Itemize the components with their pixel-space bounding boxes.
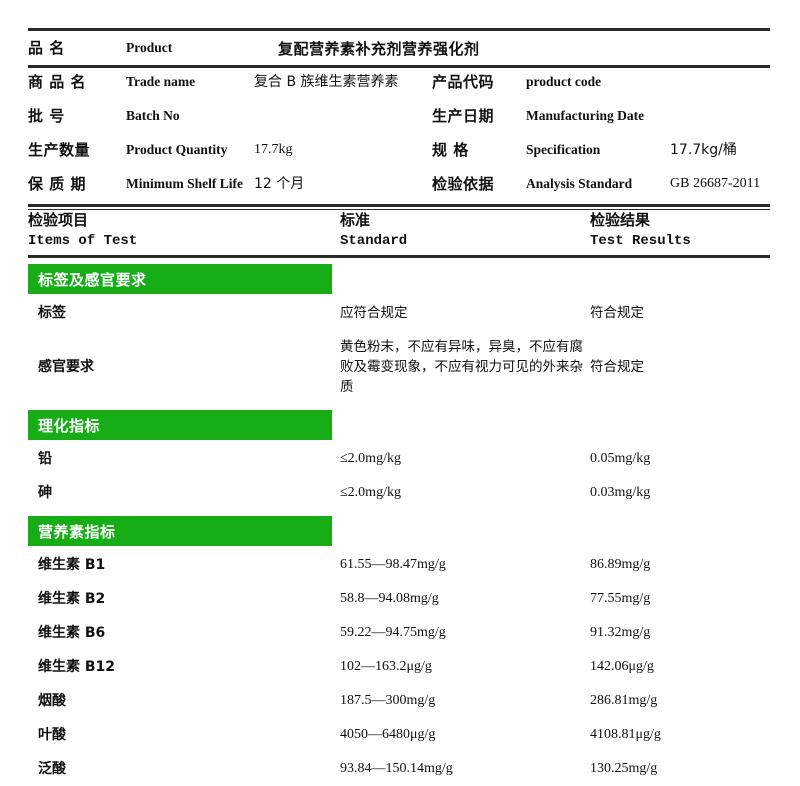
results-header-rule: [28, 255, 770, 258]
row-result: 286.81mg/g: [590, 693, 658, 708]
row-item-label: 维生素 B2: [38, 591, 106, 607]
table-row: 铅 ≤2.0mg/kg 0.05mg/kg: [28, 442, 770, 476]
row-result: 77.55mg/g: [590, 591, 651, 606]
section-title: 营养素指标: [38, 522, 116, 541]
batch-label-en: Batch No: [126, 108, 180, 123]
trade-name-label-cn: 商 品 名: [28, 73, 86, 91]
spec-value: 17.7kg/桶: [670, 142, 737, 158]
row-standard: 102—163.2μg/g: [340, 659, 432, 674]
row-standard: ≤2.0mg/kg: [340, 485, 401, 500]
info-bottom-rule: [28, 204, 770, 210]
row-item-label: 标签: [38, 305, 66, 321]
header-items-cn: 检验项目: [28, 211, 89, 229]
analysis-standard-value: GB 26687-2011: [670, 176, 761, 191]
product-info-block: 品 名 Product 复配营养素补充剂营养强化剂 商 品 名 Trade na…: [28, 28, 770, 210]
results-header-row: 检验项目 Items of Test 标准 Standard 检验结果 Test…: [28, 210, 770, 255]
row-result: 86.89mg/g: [590, 557, 651, 572]
product-label-cn: 品 名: [28, 39, 65, 57]
header-results-cn: 检验结果: [590, 211, 651, 229]
row-item-label: 砷: [38, 485, 52, 501]
table-row: 泛酸 93.84—150.14mg/g 130.25mg/g: [28, 752, 770, 786]
header-test-results: 检验结果 Test Results: [590, 210, 770, 251]
product-label-en: Product: [126, 40, 173, 55]
spec-label-en: Specification: [526, 142, 601, 157]
row-result: 符合规定: [590, 305, 644, 321]
row-result: 130.25mg/g: [590, 761, 658, 776]
row-standard: 58.8—94.08mg/g: [340, 591, 439, 606]
header-standard-cn: 标准: [340, 211, 371, 229]
info-row-batch: 批 号 Batch No 生产日期 Manufacturing Date: [28, 102, 770, 136]
product-code-label-en: product code: [526, 74, 602, 89]
document-title: 复配营养素补充剂营养强化剂: [278, 39, 480, 58]
row-standard: ≤2.0mg/kg: [340, 451, 401, 466]
test-results-table: 检验项目 Items of Test 标准 Standard 检验结果 Test…: [28, 210, 770, 786]
spec-label-cn: 规 格: [432, 141, 469, 159]
row-result: 0.03mg/kg: [590, 485, 651, 500]
shelf-life-value: 12 个月: [254, 176, 305, 192]
row-standard: 应符合规定: [340, 305, 408, 321]
table-row: 维生素 B6 59.22—94.75mg/g 91.32mg/g: [28, 616, 770, 650]
analysis-standard-label-en: Analysis Standard: [526, 176, 633, 191]
mfg-date-label-cn: 生产日期: [432, 107, 495, 125]
batch-label-cn: 批 号: [28, 107, 65, 125]
row-item-label: 叶酸: [38, 727, 66, 743]
info-row-product-name: 品 名 Product 复配营养素补充剂营养强化剂: [28, 31, 770, 65]
row-standard: 黄色粉末，不应有异味，异臭，不应有腐败及霉变现象，不应有视力可见的外来杂质: [340, 339, 583, 395]
row-result: 142.06μg/g: [590, 659, 654, 674]
row-standard: 4050—6480μg/g: [340, 727, 436, 742]
row-standard: 59.22—94.75mg/g: [340, 625, 446, 640]
table-row: 叶酸 4050—6480μg/g 4108.81μg/g: [28, 718, 770, 752]
row-item-label: 泛酸: [38, 761, 66, 777]
table-row: 维生素 B2 58.8—94.08mg/g 77.55mg/g: [28, 582, 770, 616]
shelf-life-label-cn: 保 质 期: [28, 175, 86, 193]
product-code-label-cn: 产品代码: [432, 73, 495, 91]
info-row-trade-name: 商 品 名 Trade name 复合 B 族维生素营养素 产品代码 produ…: [28, 68, 770, 102]
trade-name-value: 复合 B 族维生素营养素: [254, 74, 399, 90]
row-item-label: 烟酸: [38, 693, 66, 709]
quantity-label-en: Product Quantity: [126, 142, 228, 157]
mfg-date-label-en: Manufacturing Date: [526, 108, 645, 123]
row-standard: 93.84—150.14mg/g: [340, 761, 453, 776]
row-standard: 187.5—300mg/g: [340, 693, 436, 708]
header-items-of-test: 检验项目 Items of Test: [28, 210, 340, 251]
quantity-label-cn: 生产数量: [28, 141, 91, 159]
trade-name-label-en: Trade name: [126, 74, 196, 89]
row-item-label: 感官要求: [38, 359, 94, 375]
table-row: 感官要求 黄色粉末，不应有异味，异臭，不应有腐败及霉变现象，不应有视力可见的外来…: [28, 330, 770, 404]
section-bar-nutrients: 营养素指标: [28, 516, 332, 546]
row-item-label: 维生素 B6: [38, 625, 106, 641]
header-standard: 标准 Standard: [340, 210, 590, 251]
table-row: 维生素 B1 61.55—98.47mg/g 86.89mg/g: [28, 548, 770, 582]
shelf-life-label-en: Minimum Shelf Life: [126, 176, 243, 191]
certificate-of-analysis-page: 品 名 Product 复配营养素补充剂营养强化剂 商 品 名 Trade na…: [28, 28, 770, 777]
row-item-label: 铅: [38, 451, 52, 467]
info-row-quantity: 生产数量 Product Quantity 17.7kg 规 格 Specifi…: [28, 136, 770, 170]
header-items-en: Items of Test: [28, 233, 138, 249]
info-title-rule: [28, 65, 770, 68]
row-standard: 61.55—98.47mg/g: [340, 557, 446, 572]
row-result: 符合规定: [590, 359, 644, 375]
table-row: 标签 应符合规定 符合规定: [28, 296, 770, 330]
quantity-value: 17.7kg: [254, 142, 293, 157]
header-results-en: Test Results: [590, 233, 691, 249]
table-row: 砷 ≤2.0mg/kg 0.03mg/kg: [28, 476, 770, 510]
row-result: 0.05mg/kg: [590, 451, 651, 466]
info-top-rule: [28, 28, 770, 31]
header-standard-en: Standard: [340, 233, 408, 249]
section-bar-labelling-sensory: 标签及感官要求: [28, 264, 332, 294]
row-item-label: 维生素 B1: [38, 557, 106, 573]
row-result: 4108.81μg/g: [590, 727, 661, 742]
section-title: 理化指标: [38, 416, 101, 435]
info-row-shelf-life: 保 质 期 Minimum Shelf Life 12 个月 检验依据 Anal…: [28, 170, 770, 204]
section-bar-physicochemical: 理化指标: [28, 410, 332, 440]
row-result: 91.32mg/g: [590, 625, 651, 640]
section-title: 标签及感官要求: [38, 270, 147, 289]
analysis-standard-label-cn: 检验依据: [432, 175, 495, 193]
table-row: 维生素 B12 102—163.2μg/g 142.06μg/g: [28, 650, 770, 684]
table-row: 烟酸 187.5—300mg/g 286.81mg/g: [28, 684, 770, 718]
row-item-label: 维生素 B12: [38, 659, 116, 675]
